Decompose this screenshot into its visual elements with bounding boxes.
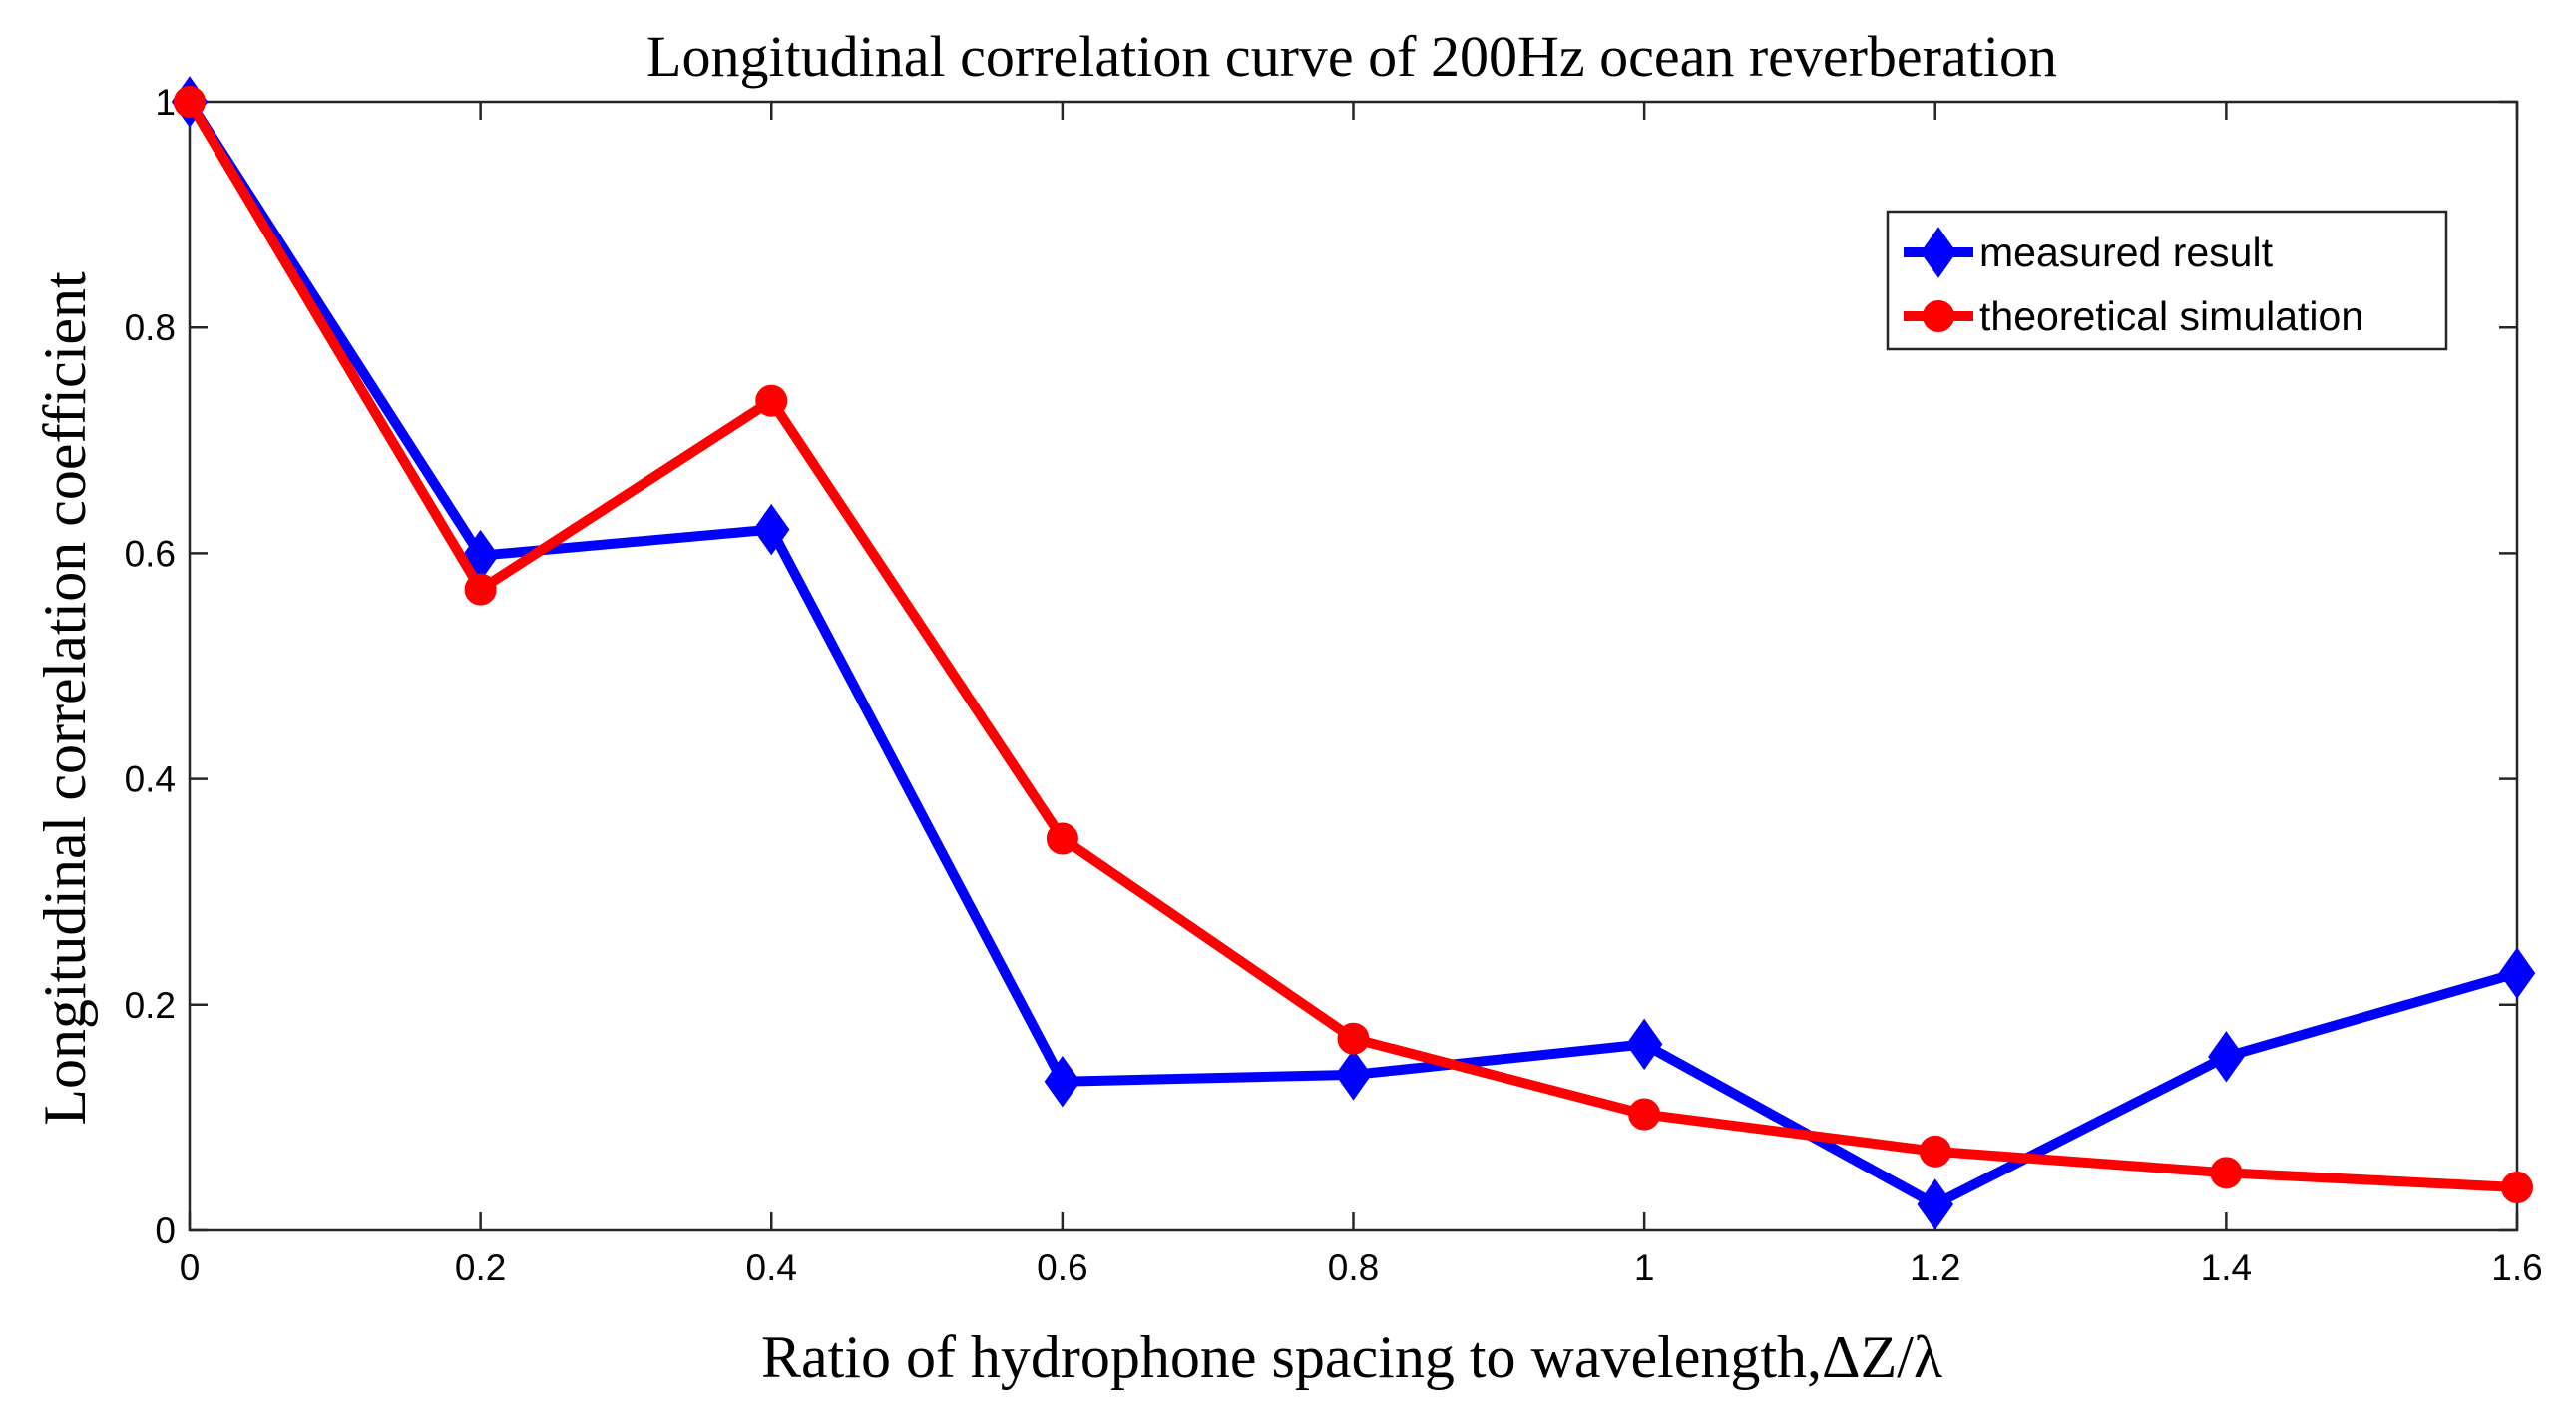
data-point-measured-result	[2498, 947, 2536, 999]
x-tick-label: 1	[1634, 1247, 1655, 1288]
y-tick-label: 0.6	[125, 533, 176, 574]
x-tick-label: 0	[180, 1247, 201, 1288]
y-tick-label: 0.4	[125, 759, 176, 800]
x-axis-label: Ratio of hydrophone spacing to wavelengt…	[761, 1324, 1942, 1390]
data-point-measured-result	[1044, 1055, 1081, 1108]
legend-marker-theoretical-simulation	[1923, 300, 1954, 332]
x-tick-label: 0.4	[746, 1247, 797, 1288]
x-tick-label: 0.8	[1328, 1247, 1379, 1288]
legend-label-measured-result: measured result	[1979, 230, 2274, 275]
y-tick-label: 0	[155, 1210, 176, 1251]
y-tick-label: 0.2	[125, 985, 176, 1026]
legend-label-theoretical-simulation: theoretical simulation	[1979, 293, 2363, 339]
data-point-theoretical-simulation	[755, 384, 788, 417]
data-point-measured-result	[1625, 1018, 1663, 1071]
chart-title: Longitudinal correlation curve of 200Hz …	[646, 24, 2057, 89]
x-tick-label: 1.4	[2201, 1247, 2252, 1288]
x-axis: 0 0.2 0.4 0.6 0.8 1 1.2 1.4 1.6	[180, 102, 2543, 1288]
data-point-theoretical-simulation	[1046, 822, 1078, 855]
legend: measured result theoretical simulation	[1886, 210, 2448, 351]
series-layer	[171, 76, 2536, 1230]
data-point-measured-result	[1917, 1178, 1953, 1230]
y-axis-label: Longitudinal correlation coefficient	[32, 271, 98, 1126]
data-point-theoretical-simulation	[174, 86, 206, 118]
x-tick-label: 1.6	[2491, 1247, 2542, 1288]
data-point-measured-result	[2208, 1031, 2245, 1083]
series-theoretical-simulation	[174, 86, 2533, 1204]
y-axis: 0 0.2 0.4 0.6 0.8 1	[125, 82, 2517, 1251]
data-point-theoretical-simulation	[2501, 1172, 2533, 1204]
y-tick-label: 1	[155, 82, 176, 123]
x-tick-label: 0.2	[455, 1247, 506, 1288]
legend-entry-measured-result: measured result	[1904, 227, 2274, 278]
legend-entry-theoretical-simulation: theoretical simulation	[1904, 293, 2363, 339]
data-point-theoretical-simulation	[1919, 1135, 1951, 1168]
x-tick-label: 0.6	[1037, 1247, 1087, 1288]
legend-marker-measured-result	[1920, 227, 1957, 278]
legend-box	[1886, 210, 2448, 351]
data-point-theoretical-simulation	[1628, 1098, 1661, 1131]
data-point-theoretical-simulation	[2210, 1157, 2243, 1189]
data-point-theoretical-simulation	[464, 573, 497, 606]
data-point-theoretical-simulation	[1337, 1022, 1370, 1055]
x-tick-label: 1.2	[1910, 1247, 1960, 1288]
data-point-measured-result	[1335, 1049, 1372, 1101]
y-tick-label: 0.8	[125, 307, 176, 348]
data-point-measured-result	[753, 503, 790, 556]
